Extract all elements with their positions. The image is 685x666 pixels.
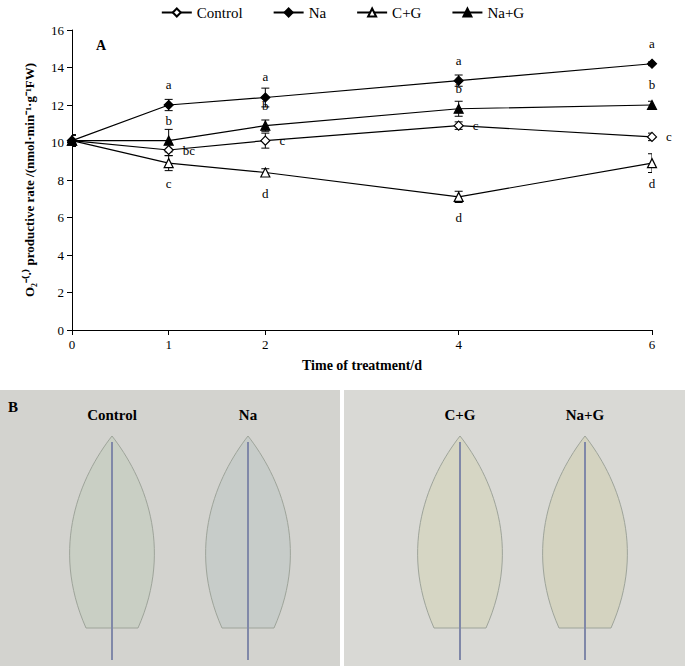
svg-text:14: 14 [51,60,65,75]
svg-text:b: b [455,81,462,96]
svg-text:b: b [165,113,172,128]
svg-text:Control: Control [87,407,137,423]
svg-text:4: 4 [58,248,65,263]
svg-text:d: d [455,210,462,225]
svg-text:a: a [649,36,655,51]
svg-text:16: 16 [51,23,65,38]
svg-text:c: c [473,118,479,133]
svg-text:Na: Na [239,407,258,423]
svg-text:Time of treatment/d: Time of treatment/d [302,358,422,373]
svg-text:4: 4 [455,337,462,352]
svg-text:12: 12 [51,98,64,113]
svg-text:1: 1 [165,337,172,352]
svg-text:6: 6 [649,337,656,352]
svg-text:Na+G: Na+G [566,407,605,423]
svg-text:b: b [262,98,269,113]
svg-text:Na: Na [309,5,327,21]
svg-text:d: d [262,186,269,201]
svg-text:C+G: C+G [392,5,421,21]
svg-text:c: c [666,129,672,144]
svg-text:d: d [649,176,656,191]
svg-text:a: a [166,77,172,92]
svg-text:O₂⁻⁽·⁾ productive rate /(nmol·: O₂⁻⁽·⁾ productive rate /(nmol·min⁻¹·g⁻¹F… [21,63,37,297]
svg-text:c: c [166,176,172,191]
svg-text:bc: bc [183,143,196,158]
svg-text:2: 2 [58,285,65,300]
svg-text:c: c [279,133,285,148]
svg-text:B: B [8,399,18,415]
svg-text:8: 8 [58,173,65,188]
svg-text:Control: Control [197,5,243,21]
svg-text:0: 0 [58,323,65,338]
svg-text:a: a [456,53,462,68]
svg-text:A: A [96,38,107,53]
svg-text:b: b [649,77,656,92]
svg-text:a: a [262,69,268,84]
svg-text:0: 0 [69,337,76,352]
svg-text:10: 10 [51,135,64,150]
svg-text:Na+G: Na+G [487,5,524,21]
svg-text:C+G: C+G [444,407,475,423]
svg-text:2: 2 [262,337,269,352]
svg-text:6: 6 [58,210,65,225]
